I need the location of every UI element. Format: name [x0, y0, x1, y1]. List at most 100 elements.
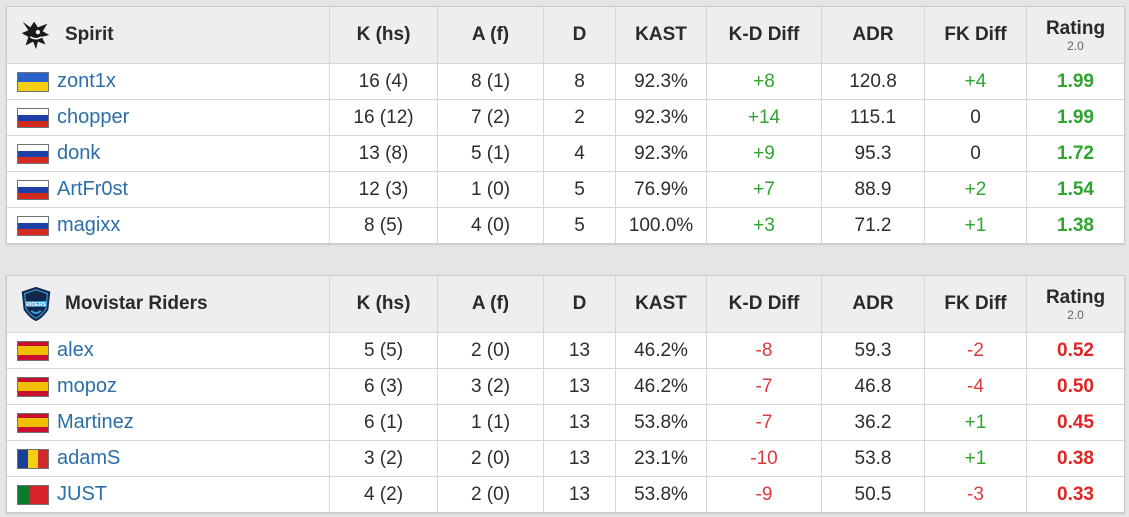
column-header-a[interactable]: A (f) — [437, 7, 543, 63]
column-header-adr[interactable]: ADR — [821, 276, 924, 332]
column-header-kd[interactable]: K-D Diff — [706, 276, 821, 332]
adr-cell: 36.2 — [821, 405, 924, 440]
assists-flash-cell: 7 (2) — [437, 100, 543, 135]
player-cell: zont1x — [7, 64, 329, 99]
team-table-movistar-riders: RIDERS Movistar Riders K (hs) A (f) D KAST K-D… — [6, 275, 1125, 513]
column-header-kast[interactable]: KAST — [615, 276, 706, 332]
column-header-a[interactable]: A (f) — [437, 276, 543, 332]
player-cell: mopoz — [7, 369, 329, 404]
player-cell: magixx — [7, 208, 329, 243]
fk-diff-cell: +1 — [924, 208, 1026, 243]
deaths-cell: 4 — [543, 136, 615, 171]
player-cell: chopper — [7, 100, 329, 135]
rating-label: Rating — [1045, 17, 1106, 39]
player-cell: donk — [7, 136, 329, 171]
kd-diff-cell: -8 — [706, 333, 821, 368]
kd-diff-cell: +14 — [706, 100, 821, 135]
spain-flag-icon — [17, 412, 49, 433]
column-header-d[interactable]: D — [543, 7, 615, 63]
player-name-link[interactable]: alex — [57, 339, 94, 361]
player-name-link[interactable]: adamS — [57, 447, 121, 469]
rating-cell: 1.54 — [1026, 172, 1124, 207]
deaths-cell: 13 — [543, 441, 615, 476]
player-name-link[interactable]: zont1x — [57, 70, 116, 92]
fk-diff-cell: 0 — [924, 100, 1026, 135]
spain-flag-icon — [17, 376, 49, 397]
fk-diff-cell: -3 — [924, 477, 1026, 512]
fk-diff-cell: -2 — [924, 333, 1026, 368]
assists-flash-cell: 3 (2) — [437, 369, 543, 404]
adr-cell: 46.8 — [821, 369, 924, 404]
rating-cell: 1.38 — [1026, 208, 1124, 243]
kast-cell: 46.2% — [615, 333, 706, 368]
rating-cell: 1.99 — [1026, 100, 1124, 135]
kast-cell: 92.3% — [615, 136, 706, 171]
team-name[interactable]: Spirit — [65, 24, 114, 45]
player-name-link[interactable]: chopper — [57, 106, 130, 128]
russia-flag-icon — [17, 215, 49, 236]
column-header-adr[interactable]: ADR — [821, 7, 924, 63]
deaths-cell: 5 — [543, 172, 615, 207]
player-name-link[interactable]: mopoz — [57, 375, 118, 397]
russia-flag-icon — [17, 179, 49, 200]
fk-diff-cell: +2 — [924, 172, 1026, 207]
player-row: mopoz 6 (3) 3 (2) 13 46.2% -7 46.8 -4 0.50 — [7, 368, 1124, 404]
kd-diff-cell: -7 — [706, 369, 821, 404]
kast-cell: 76.9% — [615, 172, 706, 207]
spirit-dragon-logo-icon — [17, 16, 55, 54]
team-name[interactable]: Movistar Riders — [65, 293, 208, 314]
fk-diff-cell: +4 — [924, 64, 1026, 99]
kd-diff-cell: -7 — [706, 405, 821, 440]
player-name-link[interactable]: JUST — [57, 483, 107, 505]
player-cell: ArtFr0st — [7, 172, 329, 207]
player-cell: Martinez — [7, 405, 329, 440]
player-name-link[interactable]: donk — [57, 142, 101, 164]
adr-cell: 120.8 — [821, 64, 924, 99]
kd-diff-cell: +7 — [706, 172, 821, 207]
column-header-k[interactable]: K (hs) — [329, 7, 437, 63]
deaths-cell: 13 — [543, 333, 615, 368]
kills-hs-cell: 12 (3) — [329, 172, 437, 207]
kills-hs-cell: 6 (1) — [329, 405, 437, 440]
fk-diff-cell: +1 — [924, 441, 1026, 476]
movistar-riders-shield-logo-icon: RIDERS — [17, 285, 55, 323]
column-header-kd[interactable]: K-D Diff — [706, 7, 821, 63]
column-header-rating[interactable]: Rating 2.0 — [1026, 276, 1124, 332]
assists-flash-cell: 4 (0) — [437, 208, 543, 243]
column-header-rating[interactable]: Rating 2.0 — [1026, 7, 1124, 63]
deaths-cell: 5 — [543, 208, 615, 243]
rating-cell: 1.99 — [1026, 64, 1124, 99]
kills-hs-cell: 6 (3) — [329, 369, 437, 404]
deaths-cell: 13 — [543, 405, 615, 440]
team-table-spirit: Spirit K (hs) A (f) D KAST K-D Diff ADR FK Diff… — [6, 6, 1125, 244]
column-header-kast[interactable]: KAST — [615, 7, 706, 63]
adr-cell: 95.3 — [821, 136, 924, 171]
rating-version: 2.0 — [1067, 38, 1084, 53]
player-name-link[interactable]: Martinez — [57, 411, 134, 433]
fk-diff-cell: +1 — [924, 405, 1026, 440]
kast-cell: 53.8% — [615, 477, 706, 512]
fk-diff-cell: -4 — [924, 369, 1026, 404]
assists-flash-cell: 2 (0) — [437, 477, 543, 512]
kast-cell: 46.2% — [615, 369, 706, 404]
column-header-fk[interactable]: FK Diff — [924, 7, 1026, 63]
russia-flag-icon — [17, 143, 49, 164]
column-header-d[interactable]: D — [543, 276, 615, 332]
kast-cell: 100.0% — [615, 208, 706, 243]
player-row: magixx 8 (5) 4 (0) 5 100.0% +3 71.2 +1 1.38 — [7, 207, 1124, 243]
player-name-link[interactable]: magixx — [57, 214, 121, 236]
column-header-fk[interactable]: FK Diff — [924, 276, 1026, 332]
kast-cell: 92.3% — [615, 64, 706, 99]
kd-diff-cell: +8 — [706, 64, 821, 99]
kd-diff-cell: -9 — [706, 477, 821, 512]
rating-cell: 0.45 — [1026, 405, 1124, 440]
player-row: adamS 3 (2) 2 (0) 13 23.1% -10 53.8 +1 0.38 — [7, 440, 1124, 476]
column-header-k[interactable]: K (hs) — [329, 276, 437, 332]
player-name-link[interactable]: ArtFr0st — [57, 178, 129, 200]
player-row: donk 13 (8) 5 (1) 4 92.3% +9 95.3 0 1.72 — [7, 135, 1124, 171]
team-header-cell: Spirit — [7, 7, 329, 63]
player-row: JUST 4 (2) 2 (0) 13 53.8% -9 50.5 -3 0.33 — [7, 476, 1124, 512]
adr-cell: 59.3 — [821, 333, 924, 368]
deaths-cell: 8 — [543, 64, 615, 99]
